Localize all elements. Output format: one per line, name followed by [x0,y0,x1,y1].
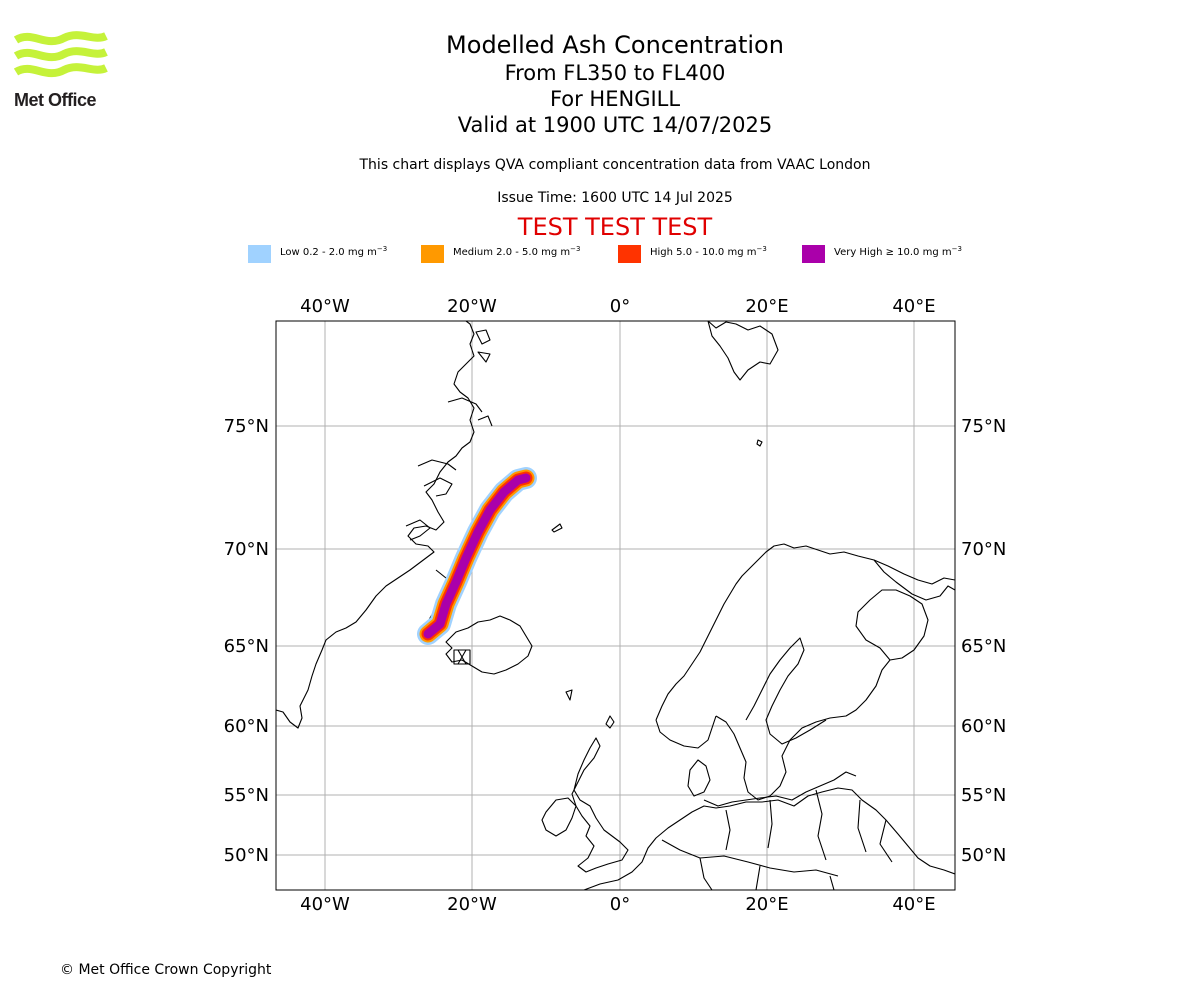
compliance-note: This chart displays QVA compliant concen… [359,157,871,173]
lon-ticks-bottom: 40°W 20°W 0° 20°E 40°E [300,894,935,915]
graticule [276,321,955,890]
coastline-bear-island [756,439,763,447]
lon-tick-label: 20°E [745,296,788,317]
legend-swatch-low [248,245,271,263]
coastline-norway-south [655,715,717,749]
test-banner: TEST TEST TEST [517,213,713,241]
lon-tick-label: 40°W [300,894,350,915]
coastline-iceland [445,615,533,675]
chart-title: Modelled Ash Concentration [446,31,784,59]
lon-tick-label: 20°W [447,296,497,317]
coastline-greenland-east-islands [475,329,491,363]
coastline-greenland [276,321,475,729]
lon-ticks-top: 40°W 20°W 0° 20°E 40°E [300,296,935,317]
legend-exponent: −3 [951,245,962,253]
legend-label-medium: Medium 2.0 - 5.0 mg m [453,247,571,258]
lon-tick-label: 0° [610,296,630,317]
coastline-svalbard [707,321,779,381]
map-background [276,321,955,890]
lat-tick-label: 75°N [224,416,269,437]
coastline-denmark [687,759,711,797]
lat-tick-label: 70°N [224,539,269,560]
lat-tick-label: 55°N [961,785,1006,806]
logo-text: Met Office [14,90,97,110]
legend-exponent: −3 [756,245,767,253]
legend-label-low: Low 0.2 - 2.0 mg m [280,247,377,258]
coastline-ireland [541,797,577,837]
coastline-jan-mayen [551,523,563,533]
coastline-baltic-south [703,771,857,807]
copyright-notice: © Met Office Crown Copyright [60,962,272,978]
legend-label-high: High 5.0 - 10.0 mg m [650,247,757,258]
legend-exponent: −3 [570,245,581,253]
lat-ticks-right: 75°N 70°N 65°N 60°N 55°N 50°N [961,416,1006,866]
coastline-shetland [565,689,615,729]
coastline-gulf-of-bothnia [745,637,827,745]
met-office-logo: Met Office [13,30,109,112]
legend-label-very-high: Very High ≥ 10.0 mg m [834,247,952,258]
lat-tick-label: 55°N [224,785,269,806]
coastline-kola [873,559,955,601]
lon-tick-label: 40°E [892,296,935,317]
lon-tick-label: 0° [610,894,630,915]
legend-swatch-medium [421,245,444,263]
map-frame [275,320,956,891]
lat-tick-label: 60°N [961,716,1006,737]
legend-swatch-very-high [802,245,825,263]
lat-tick-label: 70°N [961,539,1006,560]
lon-tick-label: 40°W [300,296,350,317]
legend-swatch-high [618,245,641,263]
plume-band-very-high [423,473,531,639]
coastline-norway [655,543,955,721]
flight-level-range: From FL350 to FL400 [504,61,726,85]
lat-ticks-left: 75°N 70°N 65°N 60°N 55°N 50°N [224,416,269,866]
lat-tick-label: 50°N [224,845,269,866]
lat-tick-label: 65°N [224,636,269,657]
lon-tick-label: 40°E [892,894,935,915]
ash-plume [417,467,537,645]
met-office-waves-icon [13,31,108,78]
lat-tick-label: 65°N [961,636,1006,657]
lon-tick-label: 20°E [745,894,788,915]
chart-header: Modelled Ash Concentration From FL350 to… [300,30,930,138]
volcano-name: For HENGILL [549,87,681,111]
coastline-sweden-finland [715,589,929,801]
issue-time: Issue Time: 1600 UTC 14 Jul 2025 [497,190,733,206]
lat-tick-label: 60°N [224,716,269,737]
volcano-marker [453,649,471,665]
lat-tick-label: 75°N [961,416,1006,437]
lat-tick-label: 50°N [961,845,1006,866]
lon-tick-label: 20°W [447,894,497,915]
country-borders [661,789,893,890]
valid-time: Valid at 1900 UTC 14/07/2025 [457,113,773,137]
coastline-great-britain [571,737,629,873]
legend-exponent: −3 [376,245,388,253]
